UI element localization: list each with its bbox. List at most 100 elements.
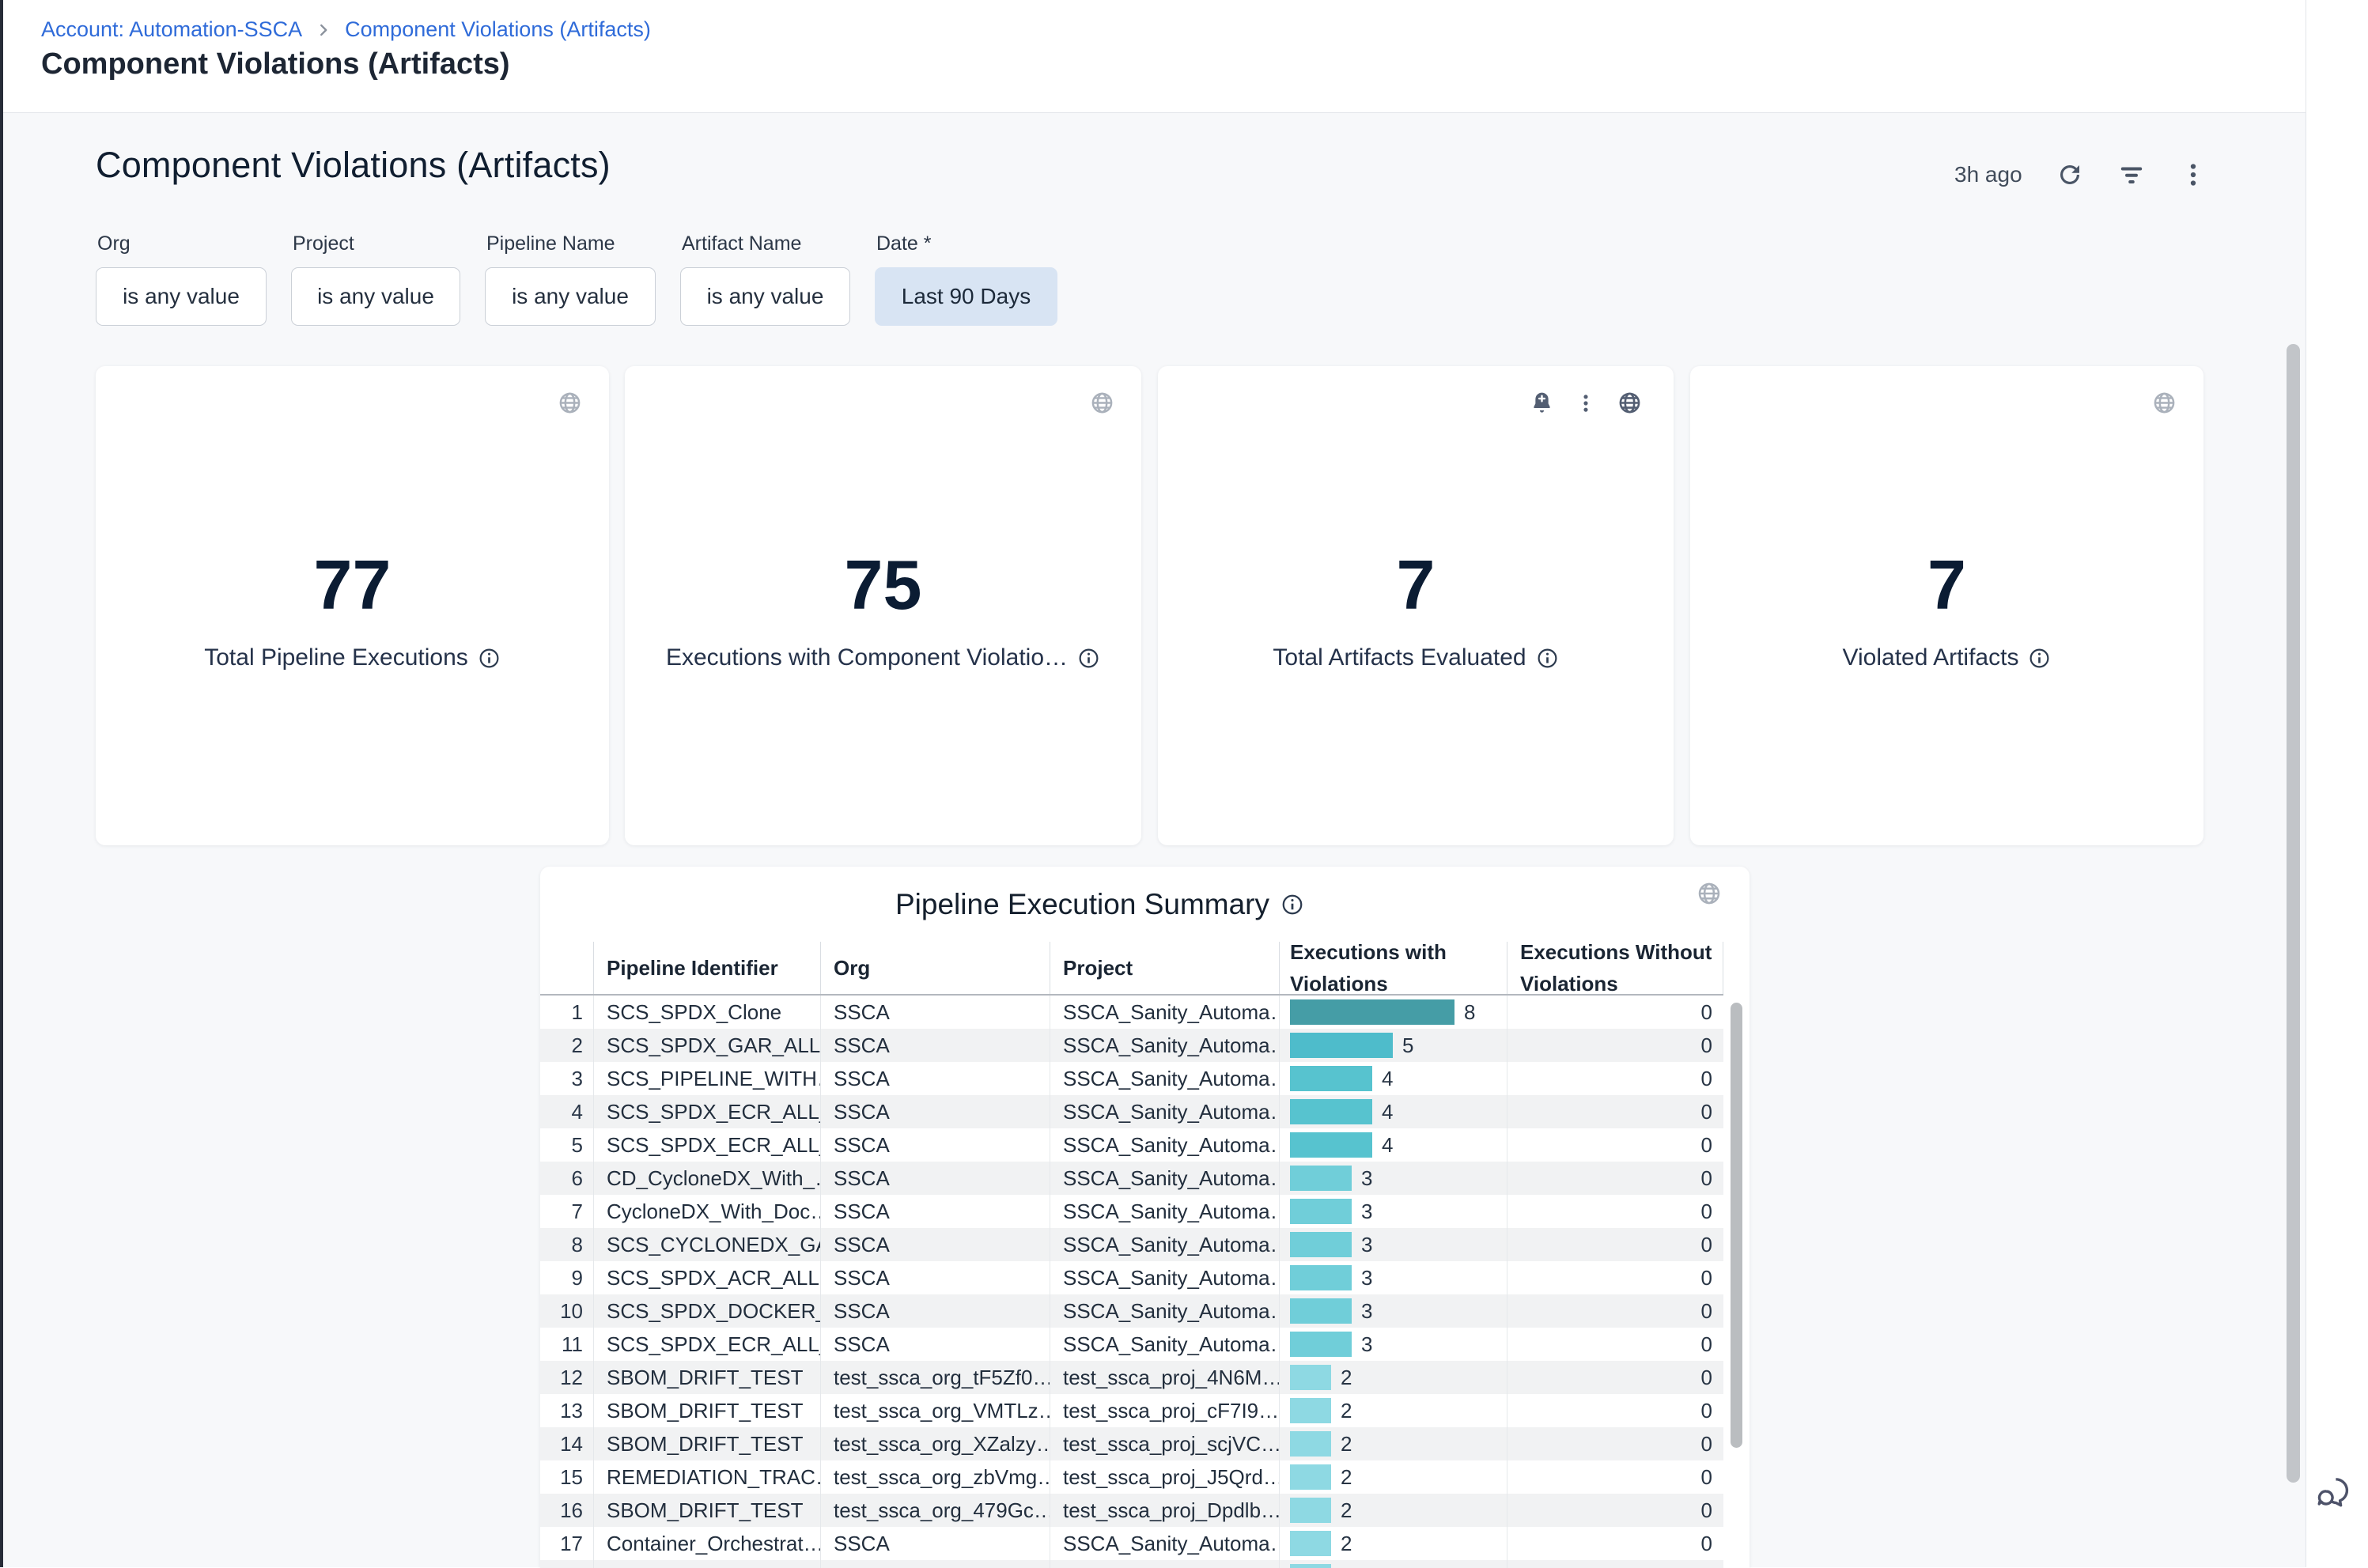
violations-bar-value[interactable]: 4 xyxy=(1382,1067,1393,1091)
create-alert-button[interactable] xyxy=(1530,391,1554,415)
violations-bar-value[interactable]: 8 xyxy=(1464,1000,1475,1025)
column-header-pipeline-identifier[interactable]: Pipeline Identifier xyxy=(593,942,820,994)
violations-bar-value[interactable]: 3 xyxy=(1361,1233,1372,1257)
executions-without-violations-cell[interactable]: 0 xyxy=(1507,1328,1723,1361)
globe-icon[interactable] xyxy=(2152,391,2177,419)
breadcrumb-account-link[interactable]: Account: Automation-SSCA xyxy=(41,17,302,42)
violations-bar-value[interactable]: 3 xyxy=(1361,1332,1372,1357)
info-icon[interactable] xyxy=(1077,647,1100,670)
violations-bar[interactable] xyxy=(1290,1066,1372,1091)
violations-bar-value[interactable]: 2 xyxy=(1341,1465,1352,1490)
filter-value-pipeline-name[interactable]: is any value xyxy=(485,267,656,326)
info-icon[interactable] xyxy=(1280,893,1304,916)
tile-value: 75 xyxy=(625,550,1141,620)
info-icon[interactable] xyxy=(478,647,501,670)
violations-bar[interactable] xyxy=(1290,1498,1331,1523)
violations-bar-value[interactable]: 4 xyxy=(1382,1100,1393,1124)
filter-group-project: Project is any value xyxy=(291,232,460,326)
violations-bar[interactable] xyxy=(1290,999,1454,1025)
executions-without-violations-cell[interactable]: 0 xyxy=(1507,1394,1723,1427)
executions-without-violations-cell[interactable]: 0 xyxy=(1507,996,1723,1029)
row-number-cell: 16 xyxy=(540,1494,593,1527)
violations-bar[interactable] xyxy=(1290,1332,1352,1357)
violations-bar-value[interactable]: 2 xyxy=(1341,1498,1352,1523)
violations-bar[interactable] xyxy=(1290,1199,1352,1224)
violations-bar[interactable] xyxy=(1290,1464,1331,1490)
row-number-cell: 2 xyxy=(540,1029,593,1062)
violations-bar[interactable] xyxy=(1290,1265,1352,1290)
globe-icon[interactable] xyxy=(1090,391,1114,419)
violations-bar-value[interactable]: 5 xyxy=(1402,1033,1413,1058)
violations-bar-value[interactable]: 2 xyxy=(1341,1366,1352,1390)
breadcrumb-current-link[interactable]: Component Violations (Artifacts) xyxy=(345,17,651,42)
executions-without-violations-cell[interactable]: 0 xyxy=(1507,1162,1723,1195)
violations-bar[interactable] xyxy=(1290,1531,1331,1556)
filter-value-org[interactable]: is any value xyxy=(96,267,267,326)
breadcrumb-chevron-icon xyxy=(315,21,332,39)
violations-bar[interactable] xyxy=(1290,1431,1331,1457)
violations-bar[interactable] xyxy=(1290,1166,1352,1191)
executions-without-violations-cell[interactable]: 0 xyxy=(1507,1361,1723,1394)
violations-bar[interactable] xyxy=(1290,1564,1331,1568)
executions-without-violations-cell[interactable]: 0 xyxy=(1507,1427,1723,1460)
pipeline-identifier-cell: SCS_SPDX_ECR_ALL_… xyxy=(593,1328,820,1361)
more-menu-button[interactable] xyxy=(2179,161,2207,189)
violations-bar-value[interactable]: 3 xyxy=(1361,1200,1372,1224)
violations-bar-value[interactable]: 2 xyxy=(1341,1432,1352,1457)
pipeline-identifier-cell: SCS_SPDX_DOCKER_… xyxy=(593,1294,820,1328)
executions-without-violations-cell[interactable]: 0 xyxy=(1507,1128,1723,1162)
globe-icon[interactable] xyxy=(1617,391,1642,415)
violations-bar-value[interactable]: 3 xyxy=(1361,1166,1372,1191)
violations-bar[interactable] xyxy=(1290,1398,1331,1423)
globe-icon[interactable] xyxy=(558,391,582,419)
executions-without-violations-cell[interactable]: 0 xyxy=(1507,1062,1723,1095)
executions-with-violations-cell: 4 xyxy=(1279,1095,1507,1128)
help-chat-button[interactable] xyxy=(2313,1474,2351,1512)
bell-plus-icon xyxy=(1530,391,1554,415)
violations-bar[interactable] xyxy=(1290,1099,1372,1124)
table-row: 12 SBOM_DRIFT_TEST test_ssca_org_tF5Zf0…… xyxy=(540,1361,1723,1394)
column-header-executions-without-violations[interactable]: Executions Without Violations xyxy=(1507,942,1723,994)
executions-without-violations-cell[interactable]: 0 xyxy=(1507,1195,1723,1228)
executions-without-violations-cell[interactable]: 0 xyxy=(1507,1095,1723,1128)
refresh-button[interactable] xyxy=(2056,161,2084,189)
column-header-project[interactable]: Project xyxy=(1050,942,1279,994)
executions-without-violations-cell[interactable]: 0 xyxy=(1507,1460,1723,1494)
table-vertical-scrollbar[interactable] xyxy=(1731,1003,1742,1448)
violations-bar[interactable] xyxy=(1290,1132,1372,1158)
tile-more-menu-button[interactable] xyxy=(1575,392,1597,414)
violations-bar[interactable] xyxy=(1290,1232,1352,1257)
org-cell: SSCA xyxy=(820,1029,1050,1062)
violations-bar[interactable] xyxy=(1290,1365,1331,1390)
filter-value-artifact-name[interactable]: is any value xyxy=(680,267,850,326)
info-icon[interactable] xyxy=(1536,647,1559,670)
column-header-org[interactable]: Org xyxy=(820,942,1050,994)
filters-button[interactable] xyxy=(2117,161,2146,189)
violations-bar-value[interactable]: 2 xyxy=(1341,1565,1352,1568)
globe-icon[interactable] xyxy=(1697,881,1722,910)
executions-without-violations-cell[interactable]: 0 xyxy=(1507,1029,1723,1062)
executions-without-violations-cell[interactable]: 0 xyxy=(1507,1527,1723,1560)
executions-without-violations-cell[interactable]: 0 xyxy=(1507,1261,1723,1294)
filter-value-project[interactable]: is any value xyxy=(291,267,460,326)
info-icon[interactable] xyxy=(2028,647,2051,670)
kebab-icon xyxy=(2179,161,2207,189)
org-cell: SSCA xyxy=(820,1228,1050,1261)
violations-bar-value[interactable]: 2 xyxy=(1341,1399,1352,1423)
violations-bar-value[interactable]: 4 xyxy=(1382,1133,1393,1158)
tile-value: 77 xyxy=(96,550,609,620)
tile-value: 7 xyxy=(1158,550,1674,620)
violations-bar[interactable] xyxy=(1290,1298,1352,1324)
column-header-executions-with-violations[interactable]: Executions with Violations xyxy=(1279,942,1507,994)
filter-value-date[interactable]: Last 90 Days xyxy=(875,267,1057,326)
executions-without-violations-cell[interactable]: 0 xyxy=(1507,1294,1723,1328)
executions-without-violations-cell[interactable]: 0 xyxy=(1507,1494,1723,1527)
row-number-cell: 7 xyxy=(540,1195,593,1228)
violations-bar-value[interactable]: 3 xyxy=(1361,1266,1372,1290)
violations-bar-value[interactable]: 2 xyxy=(1341,1532,1352,1556)
project-cell: SSCA_Sanity_Automa… xyxy=(1050,1328,1279,1361)
violations-bar[interactable] xyxy=(1290,1033,1393,1058)
executions-without-violations-cell[interactable]: 0 xyxy=(1507,1228,1723,1261)
violations-bar-value[interactable]: 3 xyxy=(1361,1299,1372,1324)
page-vertical-scrollbar[interactable] xyxy=(2287,344,2300,1483)
